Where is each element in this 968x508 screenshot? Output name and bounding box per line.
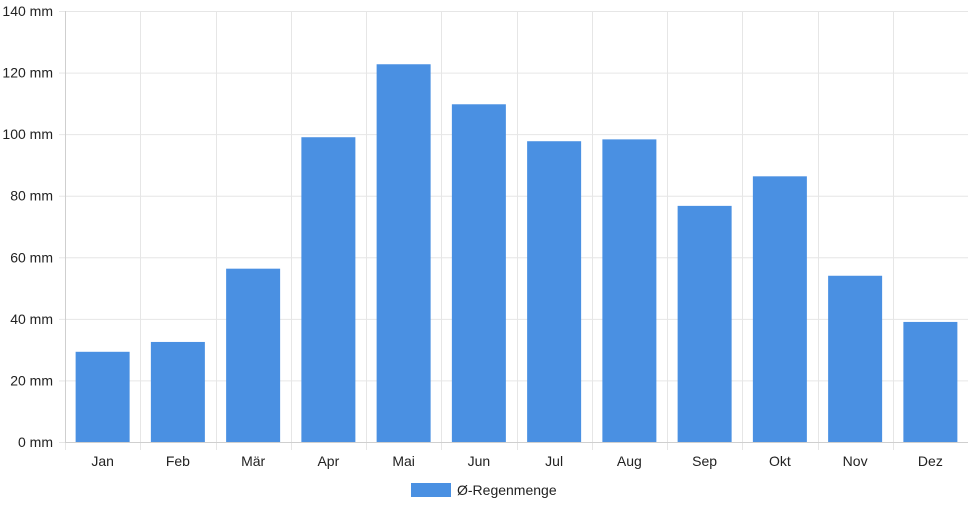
x-tick-label: Feb	[166, 453, 190, 469]
y-tick-label: 80 mm	[10, 188, 53, 204]
bar-jan[interactable]	[75, 351, 130, 442]
x-tick-label: Okt	[769, 453, 791, 469]
x-tick-label: Nov	[843, 453, 868, 469]
x-tick-label: Jul	[545, 453, 563, 469]
x-tick-label: Mai	[392, 453, 415, 469]
x-tick-label: Dez	[918, 453, 943, 469]
x-tick-label: Aug	[617, 453, 642, 469]
y-tick-label: 100 mm	[2, 126, 53, 142]
axes	[65, 11, 968, 443]
legend-swatch	[411, 483, 451, 497]
bar-jul[interactable]	[527, 141, 582, 442]
y-tick-label: 60 mm	[10, 249, 53, 265]
x-tick-label: Apr	[317, 453, 339, 469]
y-tick-label: 40 mm	[10, 311, 53, 327]
bar-feb[interactable]	[150, 341, 205, 442]
y-tick-label: 0 mm	[18, 434, 53, 450]
bar-dez[interactable]	[903, 321, 958, 442]
x-tick-label: Mär	[241, 453, 265, 469]
legend-label: Ø-Regenmenge	[457, 482, 557, 498]
y-tick-label: 140 mm	[2, 3, 53, 19]
bar-apr[interactable]	[301, 137, 356, 442]
legend[interactable]: Ø-Regenmenge	[411, 482, 557, 498]
y-tick-labels: 0 mm 20 mm 40 mm 60 mm 80 mm 100 mm 120 mm 140 …	[2, 3, 53, 450]
bar-okt[interactable]	[752, 176, 807, 443]
bar-aug[interactable]	[602, 139, 657, 442]
x-tick-labels: Jan Feb Mär Apr Mai Jun Jul Aug Sep Okt Nov Dez	[91, 453, 942, 469]
bar-mai[interactable]	[376, 64, 431, 443]
y-tick-label: 20 mm	[10, 372, 53, 388]
bar-sep[interactable]	[677, 205, 732, 442]
bar-mär[interactable]	[226, 268, 281, 442]
x-tick-label: Jun	[468, 453, 491, 469]
y-tick-label: 120 mm	[2, 65, 53, 81]
bar-jun[interactable]	[451, 104, 506, 443]
y-gridlines	[59, 11, 968, 443]
x-tick-label: Jan	[91, 453, 114, 469]
bar-nov[interactable]	[828, 275, 883, 442]
bars	[75, 64, 958, 443]
x-tick-label: Sep	[692, 453, 717, 469]
